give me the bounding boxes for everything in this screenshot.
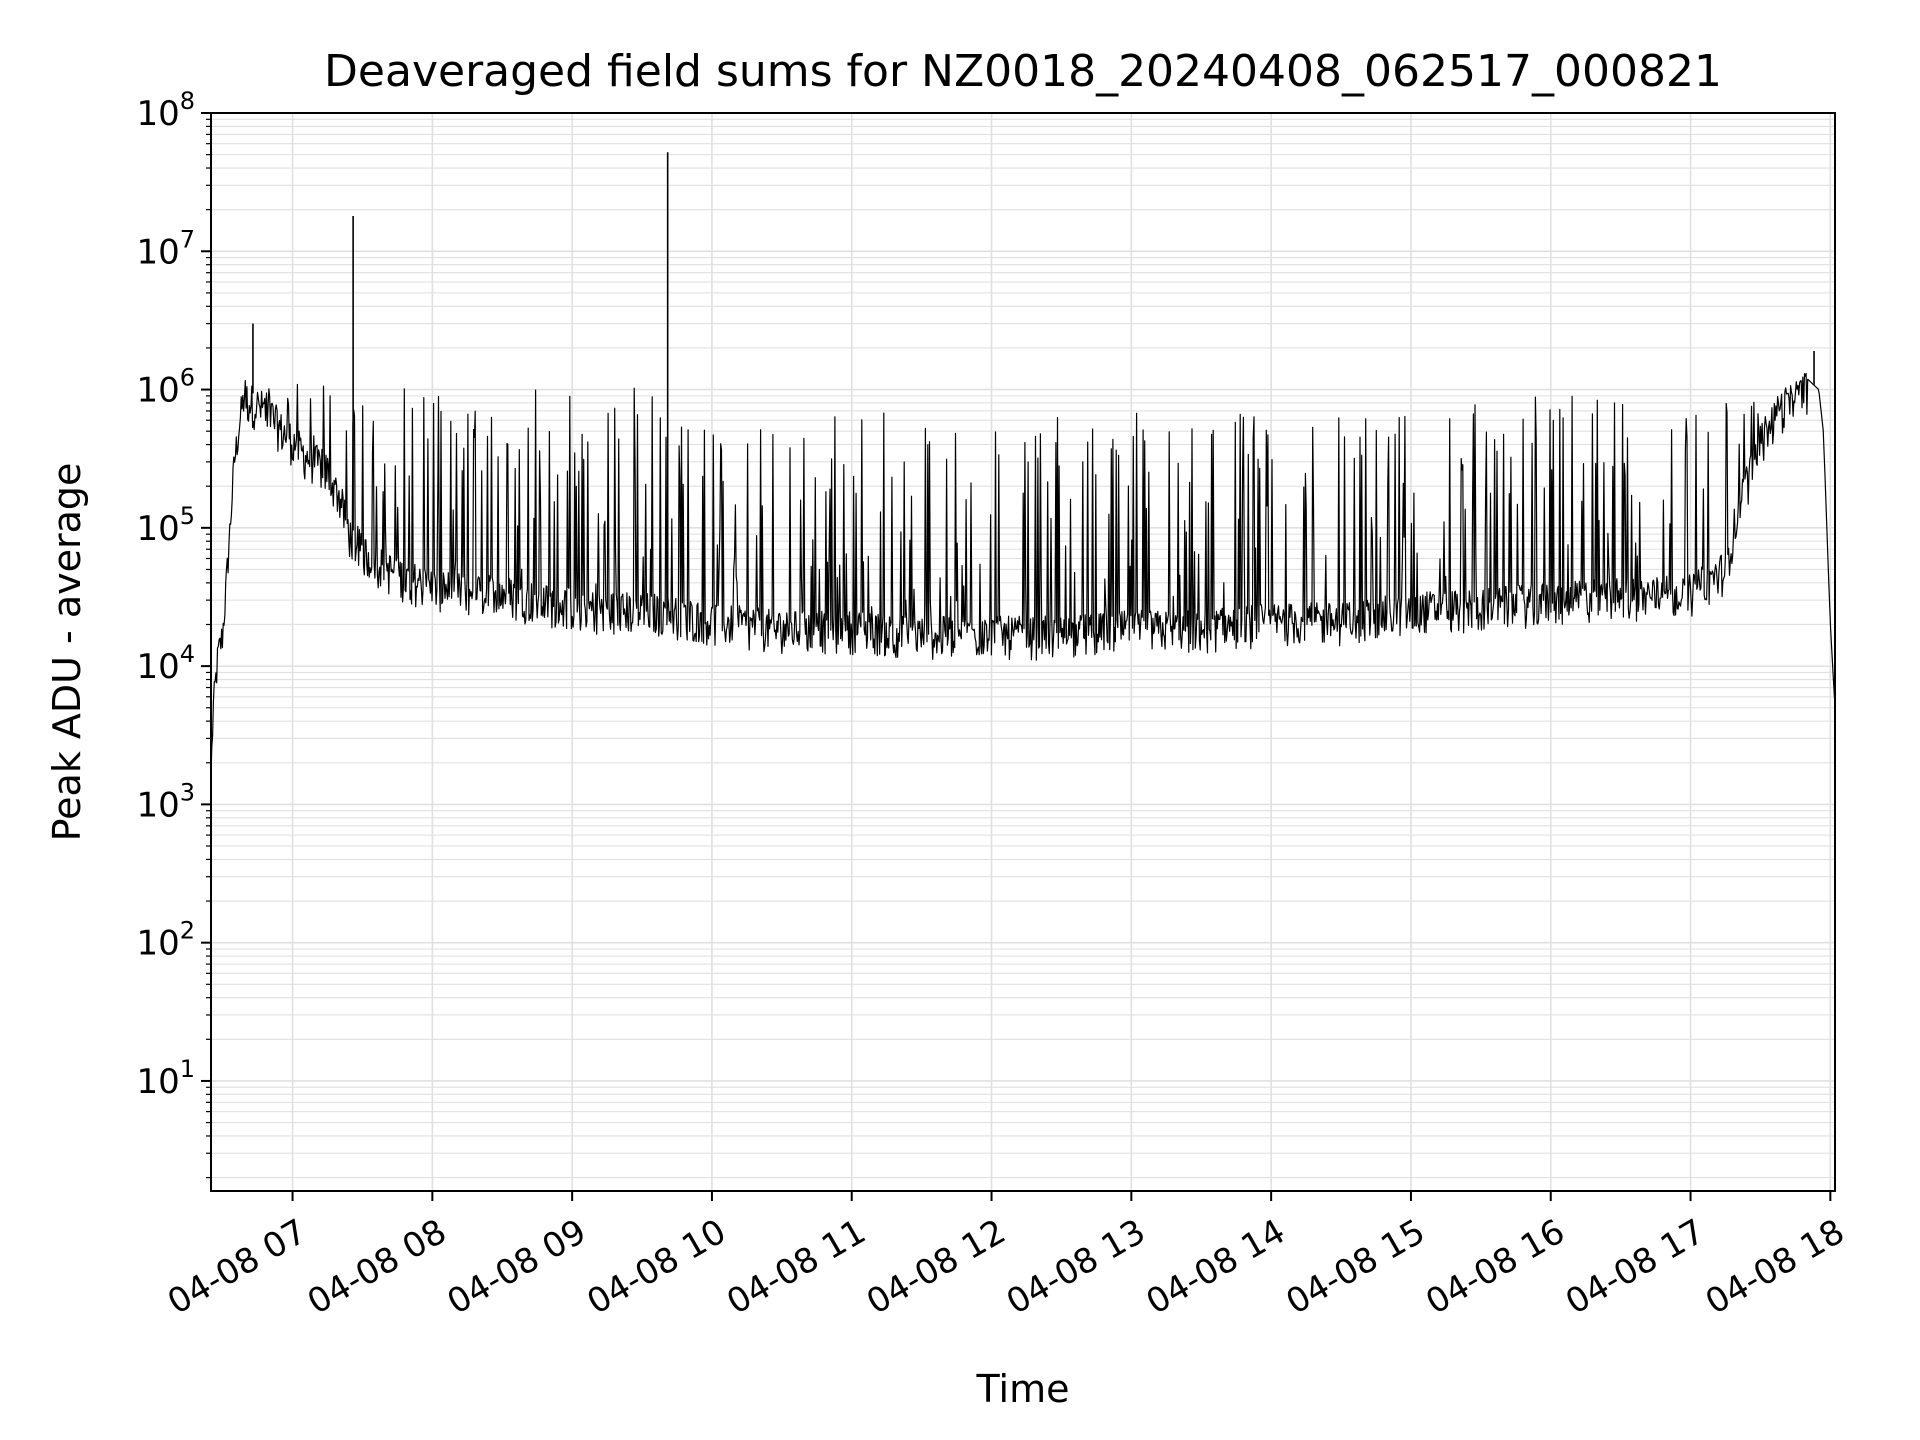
axes-frame	[210, 112, 1836, 1192]
chart-title: Deaveraged field sums for NZ0018_2024040…	[324, 46, 1722, 97]
y-tick-label: 107	[136, 225, 195, 272]
y-tick-label: 106	[136, 364, 195, 411]
y-tick-label: 105	[136, 502, 195, 549]
x-axis-label: Time	[976, 1367, 1070, 1411]
y-tick-label: 108	[136, 87, 195, 134]
y-tick-label: 101	[136, 1055, 195, 1102]
y-tick-label: 103	[136, 778, 195, 825]
y-tick-label: 102	[136, 917, 195, 964]
y-axis: 101 102 103 104 105 106 107 108	[136, 87, 211, 1179]
series-line	[210, 372, 1836, 777]
y-tick-label: 104	[136, 640, 195, 687]
y-axis-label: Peak ADU - average	[45, 463, 89, 842]
data-series	[210, 152, 1836, 777]
